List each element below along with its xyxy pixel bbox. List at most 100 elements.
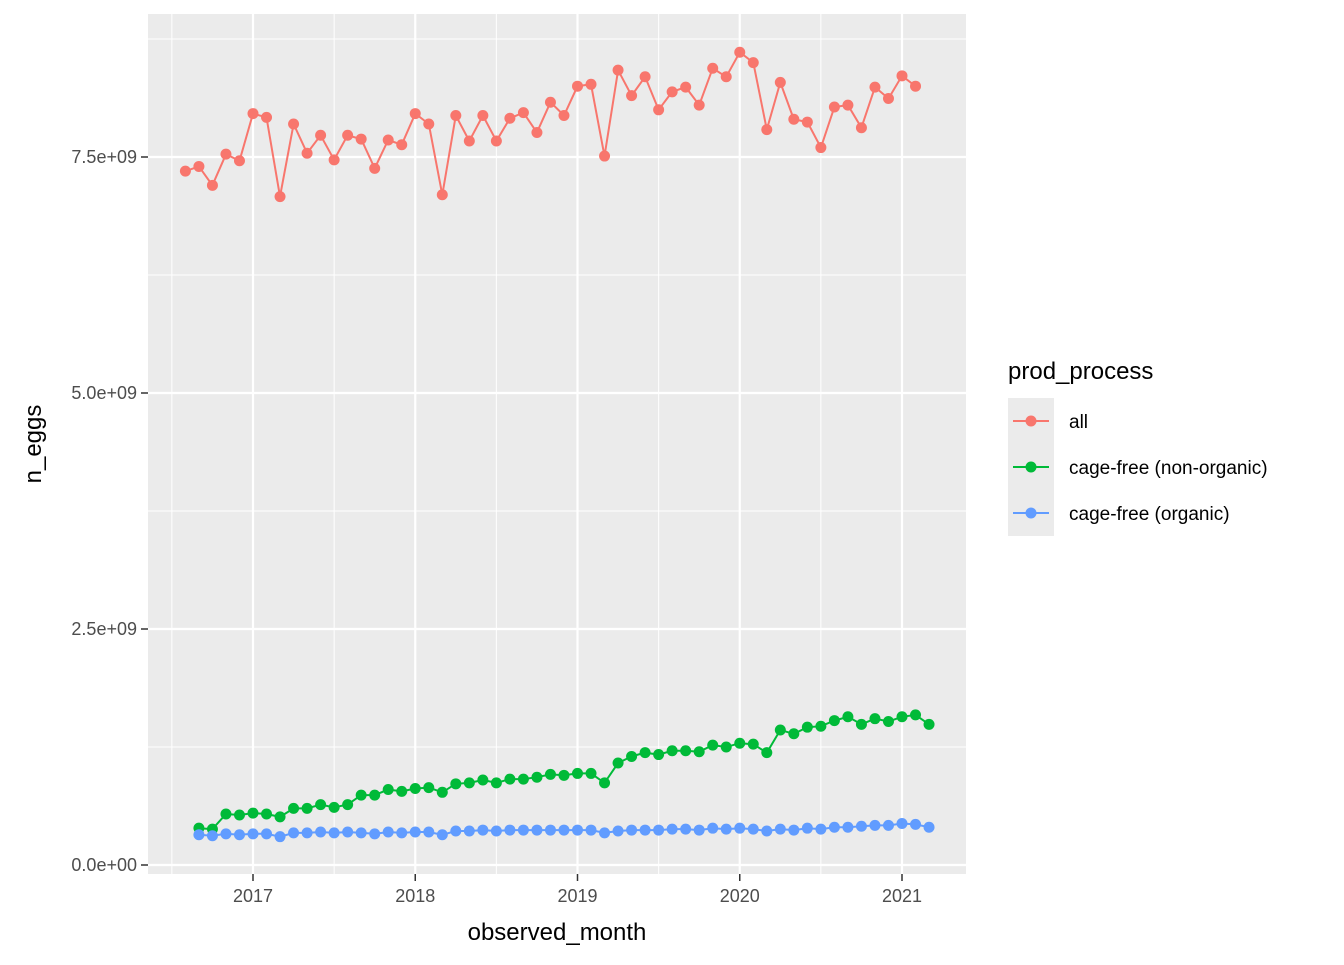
- y-tick-label: 5.0e+09: [71, 383, 137, 403]
- data-point-all: [896, 70, 908, 82]
- data-point-all: [531, 126, 543, 138]
- data-point-cage-free-non-organic: [828, 715, 840, 727]
- x-axis-title: observed_month: [468, 919, 647, 946]
- data-point-all: [747, 57, 759, 69]
- data-point-cage-free-organic: [450, 825, 462, 837]
- data-point-cage-free-non-organic: [910, 709, 922, 721]
- data-point-all: [544, 96, 556, 108]
- data-point-cage-free-non-organic: [490, 777, 502, 789]
- data-point-cage-free-organic: [490, 825, 502, 837]
- data-point-cage-free-non-organic: [923, 718, 935, 730]
- data-point-all: [612, 64, 624, 76]
- data-point-cage-free-organic: [517, 824, 529, 836]
- x-tick-label: 2020: [720, 886, 760, 906]
- y-axis: 0.0e+00 2.5e+09 5.0e+09 7.5e+09: [71, 147, 148, 875]
- data-point-all: [274, 191, 286, 203]
- data-point-cage-free-non-organic: [572, 767, 583, 779]
- data-point-cage-free-non-organic: [315, 799, 327, 811]
- data-point-cage-free-organic: [788, 824, 800, 836]
- data-point-all: [680, 81, 692, 93]
- data-point-all: [653, 104, 665, 116]
- data-point-cage-free-organic: [342, 826, 354, 838]
- y-axis-title: n_eggs: [20, 405, 47, 484]
- data-point-all: [882, 92, 894, 104]
- data-point-cage-free-organic: [707, 822, 719, 834]
- data-point-all: [193, 160, 205, 172]
- data-point-all: [247, 108, 259, 120]
- data-point-all: [301, 147, 313, 159]
- data-point-cage-free-organic: [396, 827, 408, 839]
- data-point-all: [490, 135, 502, 147]
- data-point-cage-free-non-organic: [504, 773, 516, 785]
- data-point-cage-free-organic: [261, 828, 273, 840]
- data-point-all: [707, 62, 719, 74]
- data-point-cage-free-organic: [774, 823, 786, 835]
- data-point-cage-free-non-organic: [355, 789, 367, 801]
- data-point-cage-free-organic: [247, 828, 259, 840]
- legend-key-point-all: [1025, 415, 1037, 427]
- data-point-cage-free-non-organic: [531, 771, 543, 783]
- data-point-cage-free-organic: [720, 823, 732, 835]
- data-point-cage-free-organic: [828, 821, 840, 833]
- data-point-cage-free-non-organic: [639, 747, 651, 759]
- x-tick-label: 2019: [557, 886, 597, 906]
- data-point-cage-free-non-organic: [463, 777, 475, 789]
- data-point-cage-free-non-organic: [247, 807, 259, 819]
- data-point-cage-free-organic: [842, 821, 854, 833]
- data-point-cage-free-organic: [923, 821, 935, 833]
- data-point-cage-free-organic: [910, 818, 922, 830]
- data-point-cage-free-non-organic: [517, 773, 529, 785]
- data-point-cage-free-non-organic: [707, 739, 719, 751]
- data-point-all: [828, 101, 840, 113]
- data-point-cage-free-organic: [626, 824, 638, 836]
- data-point-cage-free-non-organic: [734, 737, 746, 749]
- data-point-all: [720, 71, 732, 83]
- data-point-all: [761, 124, 773, 136]
- data-point-cage-free-organic: [382, 826, 394, 838]
- data-point-all: [693, 99, 705, 111]
- legend-key-point-cage-free-organic: [1025, 507, 1037, 519]
- data-point-cage-free-organic: [315, 826, 327, 838]
- x-tick-label: 2021: [882, 886, 922, 906]
- data-point-cage-free-non-organic: [423, 782, 435, 794]
- data-point-cage-free-non-organic: [477, 774, 489, 786]
- data-point-cage-free-non-organic: [342, 799, 354, 811]
- data-point-cage-free-organic: [747, 823, 759, 835]
- data-point-cage-free-non-organic: [369, 789, 381, 801]
- data-point-all: [572, 80, 583, 92]
- data-point-cage-free-non-organic: [288, 802, 300, 814]
- data-point-cage-free-organic: [599, 827, 611, 839]
- data-point-cage-free-organic: [869, 819, 881, 831]
- data-point-all: [342, 129, 354, 141]
- data-point-all: [666, 86, 678, 98]
- data-point-cage-free-organic: [666, 823, 678, 835]
- data-point-all: [396, 139, 408, 151]
- data-point-cage-free-non-organic: [585, 767, 597, 779]
- data-point-all: [639, 71, 651, 83]
- data-point-all: [382, 134, 394, 146]
- data-point-cage-free-organic: [409, 826, 421, 838]
- legend: prod_process all cage-free (non-organic) c…: [1008, 358, 1268, 536]
- data-point-all: [355, 133, 367, 145]
- data-point-cage-free-non-organic: [261, 808, 273, 820]
- data-point-cage-free-organic: [639, 824, 651, 836]
- data-point-cage-free-organic: [734, 822, 746, 834]
- data-point-all: [436, 189, 448, 201]
- data-point-all: [409, 108, 421, 120]
- legend-label-cage-free-organic: cage-free (organic): [1069, 504, 1230, 525]
- data-point-cage-free-organic: [585, 824, 597, 836]
- data-point-cage-free-organic: [896, 817, 908, 829]
- data-point-all: [288, 118, 300, 130]
- y-tick-label: 2.5e+09: [71, 619, 137, 639]
- data-point-all: [315, 129, 327, 141]
- data-point-all: [463, 135, 475, 147]
- data-point-all: [774, 76, 786, 88]
- legend-label-cage-free-non-organic: cage-free (non-organic): [1069, 458, 1268, 479]
- data-point-cage-free-non-organic: [882, 716, 894, 728]
- x-axis: 2017 2018 2019 2020 2021: [233, 874, 922, 906]
- data-point-cage-free-non-organic: [233, 809, 245, 821]
- data-point-cage-free-non-organic: [396, 785, 408, 797]
- data-point-cage-free-organic: [855, 820, 867, 832]
- data-point-cage-free-organic: [233, 829, 245, 841]
